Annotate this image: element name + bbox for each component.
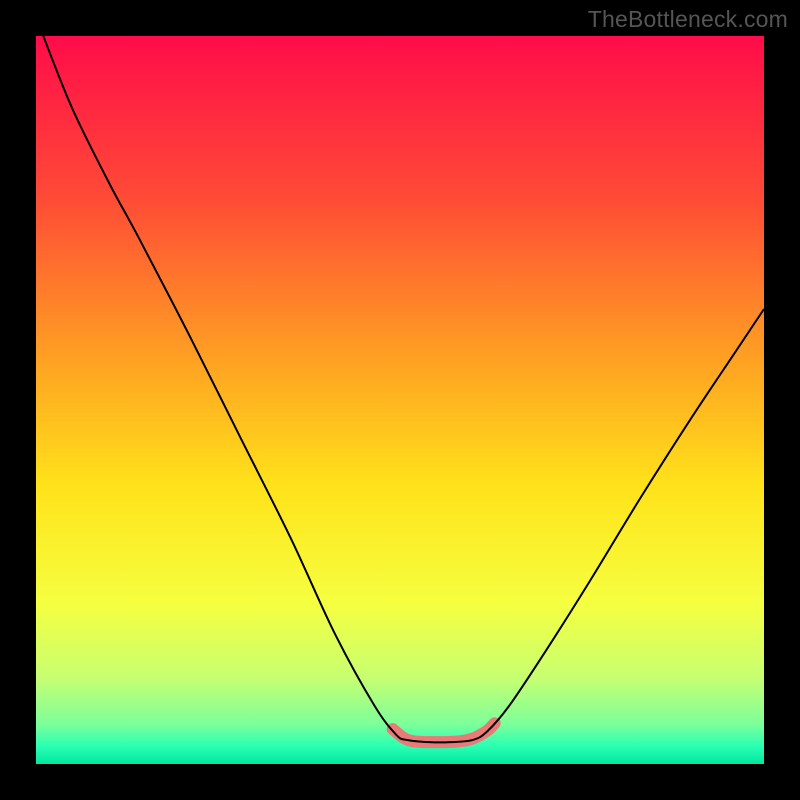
bottleneck-curve-chart [0, 0, 800, 800]
plot-gradient-bg [36, 36, 764, 764]
chart-root: TheBottleneck.com [0, 0, 800, 800]
watermark-text: TheBottleneck.com [588, 6, 788, 33]
